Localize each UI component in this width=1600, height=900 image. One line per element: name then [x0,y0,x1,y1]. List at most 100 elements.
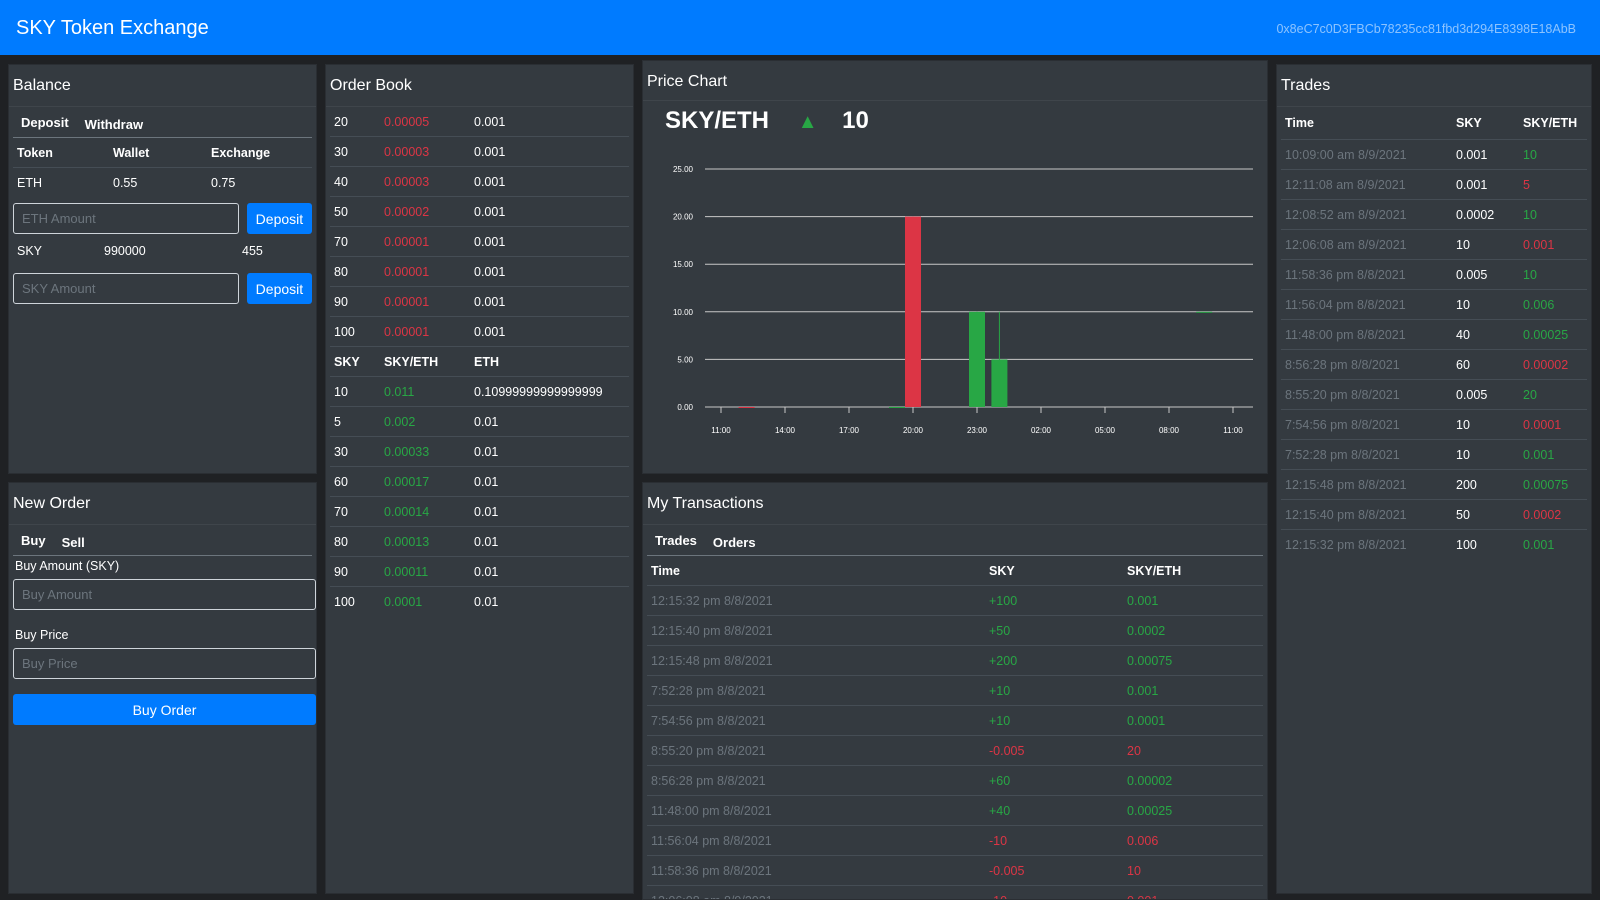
new-order-card: New Order Buy Sell Buy Amount (SKY) Buy … [8,482,317,894]
sell-order-row[interactable]: 80 0.00001 0.001 [330,256,629,287]
buy-order-row[interactable]: 80 0.00013 0.01 [330,526,629,557]
trade-row[interactable]: 12:06:08 am 8/9/2021 10 0.001 [1281,229,1587,260]
trade-amount: 10 [1452,229,1519,260]
transaction-rows: 12:15:32 pm 8/8/2021 +100 0.001 12:15:40 pm… [647,585,1263,899]
transaction-amount: -10 [985,885,1123,899]
col-price: SKY/ETH [1519,107,1587,140]
sky-deposit-button[interactable]: Deposit [246,273,312,304]
sell-order-row[interactable]: 20 0.00005 0.001 [330,107,629,137]
account-address[interactable]: 0x8eC7c0D3FBCb78235cc81fbd3d294E8398E18A… [1276,22,1576,36]
trade-row[interactable]: 7:52:28 pm 8/8/2021 10 0.001 [1281,439,1587,470]
transaction-row[interactable]: 7:52:28 pm 8/8/2021 +10 0.001 [647,675,1263,706]
col-eth: ETH [470,346,629,377]
trade-time: 11:48:00 pm 8/8/2021 [1281,319,1452,350]
candle-body [1196,311,1213,313]
transaction-row[interactable]: 12:15:48 pm 8/8/2021 +200 0.00075 [647,645,1263,676]
transaction-row[interactable]: 7:54:56 pm 8/8/2021 +10 0.0001 [647,705,1263,736]
sky-exchange: 455 [242,243,263,258]
buy-order-row[interactable]: 5 0.002 0.01 [330,406,629,437]
transaction-amount: +100 [985,585,1123,616]
transaction-row[interactable]: 8:55:20 pm 8/8/2021 -0.005 20 [647,735,1263,766]
tab-deposit[interactable]: Deposit [13,115,77,137]
trade-row[interactable]: 10:09:00 am 8/9/2021 0.001 10 [1281,139,1587,170]
trade-row[interactable]: 12:15:48 pm 8/8/2021 200 0.00075 [1281,469,1587,500]
trades-body: Time SKY SKY/ETH 10:09:00 am 8/9/2021 0.0… [1277,107,1591,559]
transaction-row[interactable]: 12:06:08 am 8/9/2021-100.001 [647,885,1263,899]
order-book-columns: SKY SKY/ETH ETH [330,346,629,377]
trade-amount: 10 [1452,439,1519,470]
sell-order-row[interactable]: 50 0.00002 0.001 [330,196,629,227]
sell-order-row[interactable]: 40 0.00003 0.001 [330,166,629,197]
buy-amount-input[interactable] [13,579,316,610]
buy-order-row[interactable]: 30 0.00033 0.01 [330,436,629,467]
table-header: Time SKY SKY/ETH [647,556,1263,586]
order-total: 0.10999999999999999 [470,376,629,407]
trade-row[interactable]: 11:56:04 pm 8/8/2021 10 0.006 [1281,289,1587,320]
buy-order-row[interactable]: 90 0.00011 0.01 [330,556,629,587]
trade-row[interactable]: 8:55:20 pm 8/8/2021 0.005 20 [1281,379,1587,410]
y-tick-label: 0.00 [677,403,693,412]
tab-trades[interactable]: Trades [647,533,705,555]
transaction-row[interactable]: 12:15:40 pm 8/8/2021 +50 0.0002 [647,615,1263,646]
trade-amount: 40 [1452,319,1519,350]
eth-token: ETH [13,167,109,197]
trade-row[interactable]: 12:08:52 am 8/9/2021 0.0002 10 [1281,199,1587,230]
trade-row[interactable]: 8:56:28 pm 8/8/2021 60 0.00002 [1281,349,1587,380]
tab-withdraw[interactable]: Withdraw [84,117,144,132]
sell-orders: 20 0.00005 0.001 30 0.00003 0.001 40 0.00003 0.0… [330,107,629,347]
order-price: 0.00001 [380,256,470,287]
buy-order-row[interactable]: 70 0.00014 0.01 [330,496,629,527]
trade-row[interactable]: 12:11:08 am 8/9/2021 0.001 5 [1281,169,1587,200]
trade-row[interactable]: 11:58:36 pm 8/8/2021 0.005 10 [1281,259,1587,290]
trade-row[interactable]: 11:48:00 pm 8/8/2021 40 0.00025 [1281,319,1587,350]
trade-time: 8:56:28 pm 8/8/2021 [1281,349,1452,380]
trade-row[interactable]: 7:54:56 pm 8/8/2021 10 0.0001 [1281,409,1587,440]
tab-orders[interactable]: Orders [712,535,756,550]
y-tick-label: 20.00 [673,213,694,222]
transaction-price: 0.00002 [1123,765,1263,796]
eth-amount-input[interactable] [13,203,239,234]
sell-order-row[interactable]: 30 0.00003 0.001 [330,136,629,167]
table-header: SKY SKY/ETH ETH [330,346,629,377]
buy-order-row[interactable]: 100 0.0001 0.01 [330,586,629,616]
trade-price: 10 [1519,259,1587,290]
trade-price: 10 [1519,199,1587,230]
col-exchange: Exchange [207,138,312,168]
sky-amount-input[interactable] [13,273,239,304]
trade-row[interactable]: 12:15:32 pm 8/8/2021 100 0.001 [1281,529,1587,559]
buy-order-row[interactable]: 10 0.011 0.10999999999999999 [330,376,629,407]
balance-sky-table: SKY 990000 455 [13,236,312,265]
order-price: 0.00011 [380,556,470,587]
order-amount: 80 [330,256,380,287]
buy-order-button[interactable]: Buy Order [13,694,316,725]
order-book-body: 20 0.00005 0.001 30 0.00003 0.001 40 0.00003 0.0… [326,107,633,616]
trade-amount: 0.005 [1452,259,1519,290]
x-tick-label: 05:00 [1095,426,1116,435]
order-price: 0.00003 [380,166,470,197]
order-price: 0.0001 [380,586,470,616]
balance-tabs: Deposit Withdraw [13,111,312,138]
trade-amount: 0.001 [1452,169,1519,200]
balance-row-sky: SKY 990000 455 [13,236,312,265]
order-total: 0.001 [470,166,629,197]
trade-row[interactable]: 12:15:40 pm 8/8/2021 50 0.0002 [1281,499,1587,530]
sell-order-row[interactable]: 90 0.00001 0.001 [330,286,629,317]
order-total: 0.01 [470,496,629,527]
sell-order-row[interactable]: 70 0.00001 0.001 [330,226,629,257]
transaction-row[interactable]: 11:48:00 pm 8/8/2021 +40 0.00025 [647,795,1263,826]
brand-title[interactable]: SKY Token Exchange [16,17,209,39]
transaction-row[interactable]: 11:56:04 pm 8/8/2021 -10 0.006 [647,825,1263,856]
eth-deposit-button[interactable]: Deposit [246,203,312,234]
new-order-body: Buy Sell Buy Amount (SKY) Buy Price Buy … [9,525,316,729]
transaction-row[interactable]: 11:58:36 pm 8/8/2021 -0.005 10 [647,855,1263,886]
buy-price-input[interactable] [13,648,316,679]
candlestick-chart[interactable]: 0.00 5.00 10.00 15.00 20.00 25.00 11:00 14:00 17… [643,145,1268,474]
buy-amount-label: Buy Amount (SKY) [15,559,120,573]
tab-sell[interactable]: Sell [61,535,85,550]
transaction-row[interactable]: 8:56:28 pm 8/8/2021 +60 0.00002 [647,765,1263,796]
order-price: 0.00014 [380,496,470,527]
tab-buy[interactable]: Buy [13,533,54,555]
sell-order-row[interactable]: 100 0.00001 0.001 [330,316,629,347]
buy-order-row[interactable]: 60 0.00017 0.01 [330,466,629,497]
transaction-row[interactable]: 12:15:32 pm 8/8/2021 +100 0.001 [647,585,1263,616]
